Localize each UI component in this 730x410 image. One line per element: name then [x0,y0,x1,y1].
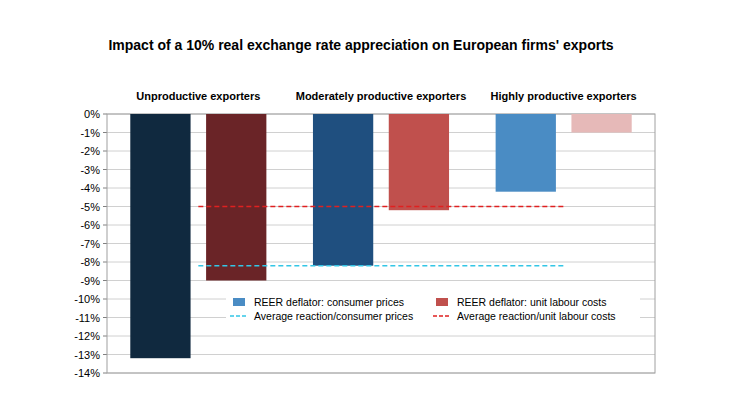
tick-label: -11% [75,312,100,324]
tick-label: -5% [80,201,100,213]
bar [313,114,373,266]
legend-label: Average reaction/unit labour costs [457,310,616,322]
tick-label: -1% [80,127,100,139]
tick-label: -7% [80,238,100,250]
tick-mark [103,280,107,281]
average-line [198,206,563,208]
tick-mark [103,225,107,226]
legend-label: REER deflator: consumer prices [254,296,404,308]
tick-label: -4% [80,182,100,194]
legend-background [226,293,640,325]
chart: Impact of a 10% real exchange rate appre… [0,0,730,410]
tick-mark [103,336,107,337]
average-line [198,265,563,267]
tick-label: -13% [74,349,100,361]
tick-label: -14% [74,367,100,379]
legend-swatch [433,315,451,317]
tick-label: -2% [80,145,100,157]
tick-mark [103,317,107,318]
tick-mark [103,151,107,152]
title: Impact of a 10% real exchange rate appre… [108,37,613,53]
legend-label: Average reaction/consumer prices [254,310,413,322]
bar [389,114,449,210]
tick-label: -9% [80,275,100,287]
tick-mark [103,169,107,170]
tick-label: -6% [80,219,100,231]
tick-mark [103,188,107,189]
legend-label: REER deflator: unit labour costs [457,296,606,308]
bar [571,114,631,133]
tick-mark [103,243,107,244]
tick-mark [103,299,107,300]
plot-frame [107,114,655,373]
tick-label: -3% [80,164,100,176]
category-label: Highly productive exporters [491,90,637,102]
tick-label: -10% [74,293,100,305]
tick-label: -12% [74,330,100,342]
tick-mark [103,206,107,207]
legend-swatch [233,298,245,306]
legend-swatch [230,315,248,317]
tick-mark [103,354,107,355]
bar [130,114,190,358]
legend: REER deflator: consumer prices REER defla… [226,293,640,325]
tick-mark [103,114,107,115]
bar [206,114,266,281]
tick-mark [103,132,107,133]
tick-label: -8% [80,256,100,268]
tick-mark [103,262,107,263]
marks [130,114,631,358]
tick-label: 0% [84,108,100,120]
legend-swatch [436,298,448,306]
tick-mark [103,373,107,374]
bar [496,114,556,192]
category-label: Moderately productive exporters [296,90,467,102]
category-label: Unproductive exporters [136,90,260,102]
